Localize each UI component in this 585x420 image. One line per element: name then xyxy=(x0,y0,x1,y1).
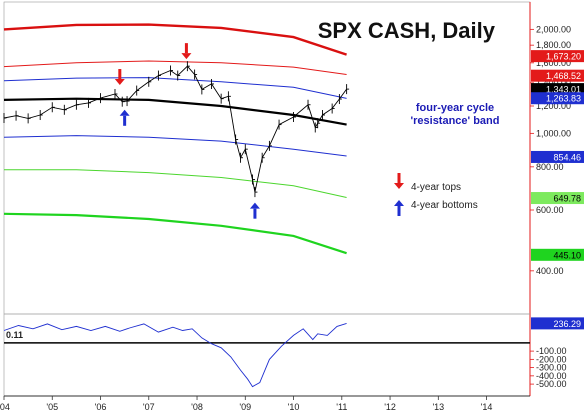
osc-y-tick-label: -100.00 xyxy=(536,346,567,356)
legend-tops-label: 4-year tops xyxy=(411,182,461,193)
resistance-band-note-line2: 'resistance' band xyxy=(411,115,500,127)
oscillator-line xyxy=(3,322,347,388)
resistance-band-note-line1: four-year cycle xyxy=(416,102,494,114)
arrow-head xyxy=(394,183,404,189)
y-tick-label: 2,000.00 xyxy=(536,24,571,34)
price-tag-bg xyxy=(531,83,584,96)
bottom-arrow xyxy=(249,202,260,219)
y-tick-label: 1,400.00 xyxy=(536,78,571,88)
y-tick-label: 800.00 xyxy=(536,162,564,172)
price-tag: 445.10 xyxy=(553,250,581,260)
price-tag-bg xyxy=(531,150,584,163)
bottom-arrow xyxy=(119,109,130,126)
osc-price-tag-bg xyxy=(531,317,584,330)
cycle-band-line xyxy=(3,23,347,56)
price-tag-bg xyxy=(531,92,584,105)
y-tick-label: 400.00 xyxy=(536,266,564,276)
y-tick-label: 1,200.00 xyxy=(536,101,571,111)
arrow-head xyxy=(394,200,404,206)
price-tag: 1,468.52 xyxy=(546,71,581,81)
x-tick-label: '04 xyxy=(0,402,10,412)
osc-y-tick-label: -200.00 xyxy=(536,354,567,364)
price-tag: 1,673.20 xyxy=(546,52,581,62)
cycle-band-line xyxy=(3,135,347,157)
x-tick-label: '13 xyxy=(432,402,444,412)
x-tick-label: '10 xyxy=(288,402,300,412)
x-tick-label: '06 xyxy=(95,402,107,412)
cycle-band-line xyxy=(3,97,347,126)
osc-price-tag: 236.29 xyxy=(553,319,581,329)
arrow-head xyxy=(249,202,260,209)
x-tick-label: '09 xyxy=(239,402,251,412)
y-tick-label: 1,000.00 xyxy=(536,128,571,138)
price-tag: 1,343.01 xyxy=(546,85,581,95)
price-tag: 1,263.83 xyxy=(546,94,581,104)
y-tick-label: 1,800.00 xyxy=(536,40,571,50)
arrow-head xyxy=(119,109,130,116)
price-tag: 854.46 xyxy=(553,152,581,162)
cycle-band-line xyxy=(3,60,347,75)
x-tick-label: '12 xyxy=(384,402,396,412)
cycle-band-line xyxy=(3,212,347,255)
osc-y-tick-label: -300.00 xyxy=(536,363,567,373)
chart-title: SPX CASH, Daily xyxy=(318,18,496,43)
osc-y-tick-label: -500.00 xyxy=(536,379,567,389)
price-tag-bg xyxy=(531,50,584,63)
x-tick-label: '08 xyxy=(191,402,203,412)
price-tag-bg xyxy=(531,248,584,261)
y-tick-label: 1,600.00 xyxy=(536,58,571,68)
osc-y-tick-label: -400.00 xyxy=(536,371,567,381)
x-tick-label: '07 xyxy=(143,402,155,412)
oscillator-label: 0.11 xyxy=(6,330,23,340)
x-tick-label: '11 xyxy=(336,402,347,412)
legend-bottoms-arrow xyxy=(394,200,404,216)
legend-tops-arrow xyxy=(394,173,404,189)
cycle-band-line xyxy=(3,77,347,99)
legend-bottoms-label: 4-year bottoms xyxy=(411,200,478,211)
top-arrow xyxy=(181,43,192,60)
price-tag: 649.78 xyxy=(553,194,581,204)
x-tick-label: '14 xyxy=(481,402,493,412)
cycle-band-line xyxy=(4,169,347,198)
arrow-head xyxy=(114,79,125,86)
top-arrow xyxy=(114,69,125,86)
price-tag-bg xyxy=(531,192,584,205)
y-tick-label: 600.00 xyxy=(536,205,564,215)
x-tick-label: '05 xyxy=(46,402,58,412)
arrow-head xyxy=(181,53,192,60)
price-tag-bg xyxy=(531,69,584,82)
